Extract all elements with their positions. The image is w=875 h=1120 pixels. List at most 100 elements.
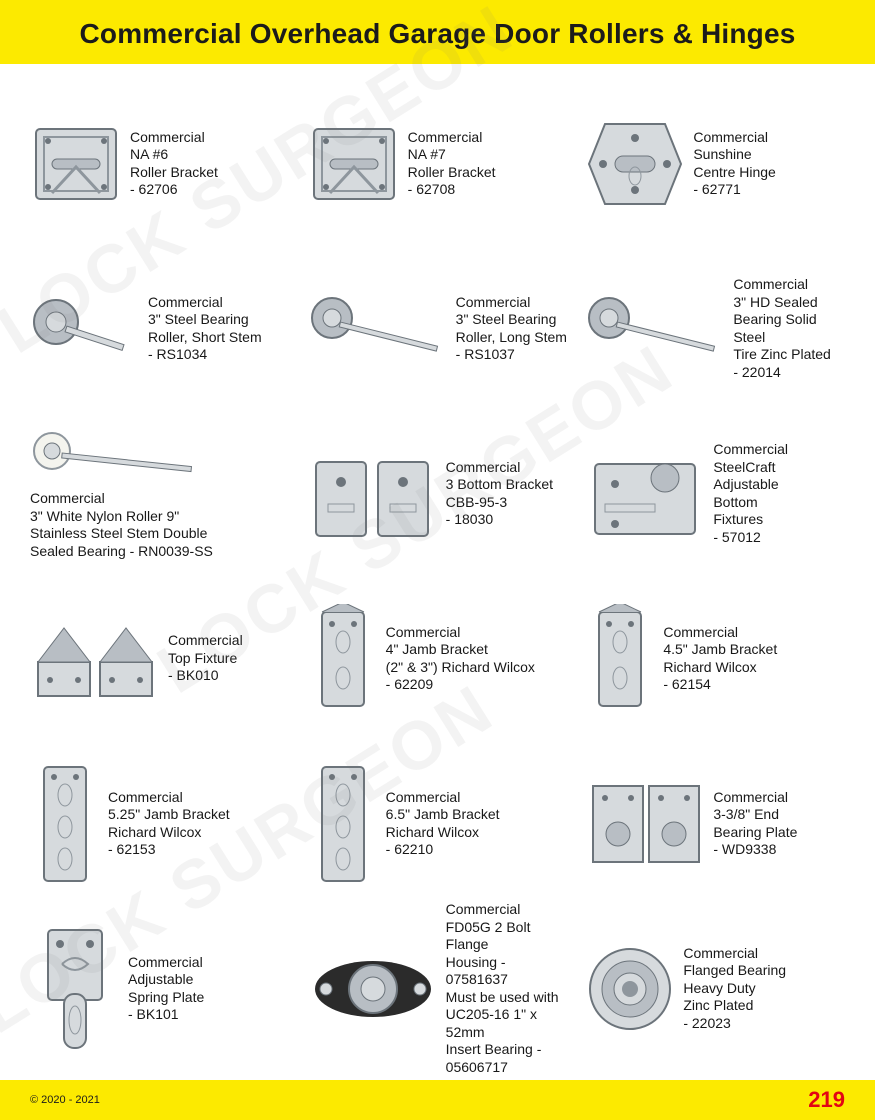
product-description-line: Commercial bbox=[446, 901, 568, 919]
product-description-line: Commercial bbox=[446, 459, 553, 477]
product-description-line: NA #6 bbox=[130, 146, 218, 164]
product-description: Commercial3" White Nylon Roller 9"Stainl… bbox=[30, 490, 213, 560]
product-description: Commercial3-3/8" EndBearing Plate- WD933… bbox=[713, 789, 797, 859]
product-description-line: Commercial bbox=[386, 624, 535, 642]
product-item: CommercialSteelCraftAdjustableBottomFixt… bbox=[585, 416, 845, 571]
product-description-line: 3" HD Sealed bbox=[733, 294, 845, 312]
product-description-line: Roller, Short Stem bbox=[148, 329, 262, 347]
product-description-line: Commercial bbox=[30, 490, 213, 508]
product-description-line: Richard Wilcox bbox=[108, 824, 230, 842]
product-description-line: Roller, Long Stem bbox=[456, 329, 567, 347]
product-description: Commercial4" Jamb Bracket(2" & 3") Richa… bbox=[386, 624, 535, 694]
copyright-text: © 2020 - 2021 bbox=[30, 1094, 100, 1106]
product-description: CommercialFlanged BearingHeavy DutyZinc … bbox=[683, 945, 786, 1033]
product-description: CommercialNA #6Roller Bracket- 62706 bbox=[130, 129, 218, 199]
product-image-icon bbox=[585, 444, 705, 544]
product-description-line: 4.5" Jamb Bracket bbox=[663, 641, 777, 659]
product-description-line: 3" Steel Bearing bbox=[456, 311, 567, 329]
page-footer: © 2020 - 2021 219 bbox=[0, 1080, 875, 1120]
product-description: CommercialAdjustableSpring Plate- BK101 bbox=[128, 954, 204, 1024]
product-image-icon bbox=[308, 294, 448, 364]
product-image-icon bbox=[308, 444, 438, 544]
product-description: Commercial6.5" Jamb BracketRichard Wilco… bbox=[386, 789, 500, 859]
product-image-icon bbox=[585, 294, 725, 364]
product-description-line: Commercial bbox=[683, 945, 786, 963]
product-description-line: 3" White Nylon Roller 9" bbox=[30, 508, 213, 526]
product-item: Commercial3" White Nylon Roller 9"Stainl… bbox=[30, 416, 290, 571]
product-description-line: - 62209 bbox=[386, 676, 535, 694]
product-description-line: Commercial bbox=[386, 789, 500, 807]
product-description-line: - BK010 bbox=[168, 667, 243, 685]
product-item: CommercialFlanged BearingHeavy DutyZinc … bbox=[585, 911, 845, 1066]
product-item: CommercialTop Fixture- BK010 bbox=[30, 581, 290, 736]
product-description-line: - RS1034 bbox=[148, 346, 262, 364]
product-description-line: Adjustable bbox=[128, 971, 204, 989]
product-description-line: - RS1037 bbox=[456, 346, 567, 364]
product-description-line: Heavy Duty bbox=[683, 980, 786, 998]
product-description-line: Spring Plate bbox=[128, 989, 204, 1007]
product-description-line: - WD9338 bbox=[713, 841, 797, 859]
product-description-line: Bottom bbox=[713, 494, 788, 512]
product-description-line: Sealed Bearing - RN0039-SS bbox=[30, 543, 213, 561]
product-description: Commercial5.25" Jamb BracketRichard Wilc… bbox=[108, 789, 230, 859]
product-description-line: Flanged Bearing bbox=[683, 962, 786, 980]
product-description-line: Commercial bbox=[148, 294, 262, 312]
product-item: CommercialFD05G 2 Bolt FlangeHousing - 0… bbox=[308, 911, 568, 1066]
product-description: Commercial4.5" Jamb BracketRichard Wilco… bbox=[663, 624, 777, 694]
product-description: CommercialSunshineCentre Hinge- 62771 bbox=[693, 129, 776, 199]
product-image-icon bbox=[585, 944, 675, 1034]
product-item: Commercial3" Steel BearingRoller, Short … bbox=[30, 251, 290, 406]
product-image-icon bbox=[30, 123, 122, 205]
product-description-line: Adjustable bbox=[713, 476, 788, 494]
product-description-line: Must be used with bbox=[446, 989, 568, 1007]
product-description-line: 5.25" Jamb Bracket bbox=[108, 806, 230, 824]
product-item: Commercial4" Jamb Bracket(2" & 3") Richa… bbox=[308, 581, 568, 736]
product-description: CommercialFD05G 2 Bolt FlangeHousing - 0… bbox=[446, 901, 568, 1076]
product-description-line: Bearing Plate bbox=[713, 824, 797, 842]
product-item: Commercial6.5" Jamb BracketRichard Wilco… bbox=[308, 746, 568, 901]
product-description-line: FD05G 2 Bolt Flange bbox=[446, 919, 568, 954]
product-description-line: Commercial bbox=[128, 954, 204, 972]
product-description-line: Commercial bbox=[713, 789, 797, 807]
product-description-line: 3" Steel Bearing bbox=[148, 311, 262, 329]
product-description: Commercial3" Steel BearingRoller, Long S… bbox=[456, 294, 567, 364]
product-description-line: - 62708 bbox=[408, 181, 496, 199]
product-description-line: SteelCraft bbox=[713, 459, 788, 477]
product-description-line: 3 Bottom Bracket bbox=[446, 476, 553, 494]
product-description-line: - 62210 bbox=[386, 841, 500, 859]
product-description-line: - 22014 bbox=[733, 364, 845, 382]
product-description-line: 6.5" Jamb Bracket bbox=[386, 806, 500, 824]
product-description-line: Stainless Steel Stem Double bbox=[30, 525, 213, 543]
product-description-line: 3-3/8" End bbox=[713, 806, 797, 824]
product-description: Commercial3" HD SealedBearing Solid Stee… bbox=[733, 276, 845, 381]
product-description-line: Centre Hinge bbox=[693, 164, 776, 182]
product-image-icon bbox=[30, 614, 160, 704]
product-image-icon bbox=[308, 604, 378, 714]
product-description-line: Zinc Plated bbox=[683, 997, 786, 1015]
product-description-line: Tire Zinc Plated bbox=[733, 346, 845, 364]
product-description-line: - 18030 bbox=[446, 511, 553, 529]
product-description-line: (2" & 3") Richard Wilcox bbox=[386, 659, 535, 677]
product-description: CommercialSteelCraftAdjustableBottomFixt… bbox=[713, 441, 788, 546]
product-item: Commercial3" Steel BearingRoller, Long S… bbox=[308, 251, 568, 406]
product-item: CommercialNA #6Roller Bracket- 62706 bbox=[30, 86, 290, 241]
product-description-line: Commercial bbox=[663, 624, 777, 642]
product-description-line: NA #7 bbox=[408, 146, 496, 164]
product-description-line: - 57012 bbox=[713, 529, 788, 547]
product-description-line: Fixtures bbox=[713, 511, 788, 529]
product-description: CommercialTop Fixture- BK010 bbox=[168, 632, 243, 685]
product-description-line: Insert Bearing - 05606717 bbox=[446, 1041, 568, 1076]
product-description-line: UC205-16 1" x 52mm bbox=[446, 1006, 568, 1041]
product-image-icon bbox=[585, 774, 705, 874]
product-item: CommercialNA #7Roller Bracket- 62708 bbox=[308, 86, 568, 241]
product-description-line: - 62153 bbox=[108, 841, 230, 859]
product-image-icon bbox=[30, 924, 120, 1054]
product-description: Commercial3" Steel BearingRoller, Short … bbox=[148, 294, 262, 364]
page-number: 219 bbox=[808, 1087, 845, 1113]
product-description-line: Commercial bbox=[108, 789, 230, 807]
product-description-line: - 62706 bbox=[130, 181, 218, 199]
page-title: Commercial Overhead Garage Door Rollers … bbox=[20, 18, 855, 50]
product-item: CommercialAdjustableSpring Plate- BK101 bbox=[30, 911, 290, 1066]
product-description-line: Commercial bbox=[713, 441, 788, 459]
product-item: Commercial3-3/8" EndBearing Plate- WD933… bbox=[585, 746, 845, 901]
